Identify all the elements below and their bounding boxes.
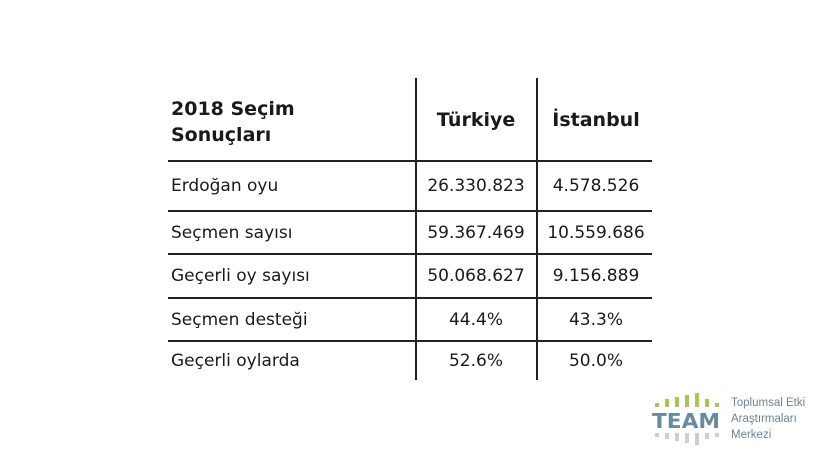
divider: [168, 253, 652, 255]
divider: [168, 210, 652, 212]
logo-bar: [685, 433, 689, 443]
divider: [168, 160, 652, 162]
logo-bar: [665, 399, 669, 407]
divider: [168, 340, 652, 342]
divider: [168, 297, 652, 299]
cell-value: 50.068.627: [427, 266, 525, 286]
row-label: Geçerli oylarda: [171, 351, 300, 371]
cell-value: 52.6%: [448, 351, 503, 371]
logo-bar: [715, 403, 719, 407]
column-header: Türkiye: [436, 109, 516, 131]
cell-value: 44.4%: [448, 309, 503, 330]
logo-bar: [695, 393, 699, 407]
logo-bar: [655, 403, 659, 407]
table-title: 2018 Seçim Sonuçları: [171, 98, 295, 146]
logo-bar: [715, 433, 719, 437]
row-label: Seçmen desteği: [171, 309, 308, 330]
cell-value: 50.0%: [568, 351, 623, 371]
logo-text: Toplumsal Etki: [731, 397, 806, 409]
logo-bar: [665, 433, 669, 439]
logo-bar: [675, 433, 679, 441]
logo-bar: [655, 433, 659, 437]
cell-value: 26.330.823: [427, 176, 525, 196]
row-label: Erdoğan oyu: [171, 176, 279, 196]
logo-text: Merkezi: [731, 429, 772, 441]
cell-value: 4.578.526: [552, 176, 640, 196]
row-label: Seçmen sayısı: [171, 222, 293, 243]
row-label: Geçerli oy sayısı: [171, 266, 310, 286]
logo-bar: [705, 433, 709, 439]
cell-value: 9.156.889: [552, 266, 640, 286]
logo-bar: [685, 395, 689, 407]
cell-value: 43.3%: [568, 309, 623, 330]
logo-bar: [675, 397, 679, 407]
cell-value: 10.559.686: [547, 222, 645, 243]
logo-bar: [695, 433, 699, 445]
logo-mark: TEAM: [652, 409, 720, 433]
cell-value: 59.367.469: [427, 222, 525, 243]
divider: [536, 78, 538, 380]
column-header: İstanbul: [552, 109, 640, 131]
divider: [415, 78, 417, 380]
team-logo: TEAM: [652, 393, 720, 445]
logo-text: Araştırmaları: [731, 413, 797, 425]
logo-bar: [705, 399, 709, 407]
